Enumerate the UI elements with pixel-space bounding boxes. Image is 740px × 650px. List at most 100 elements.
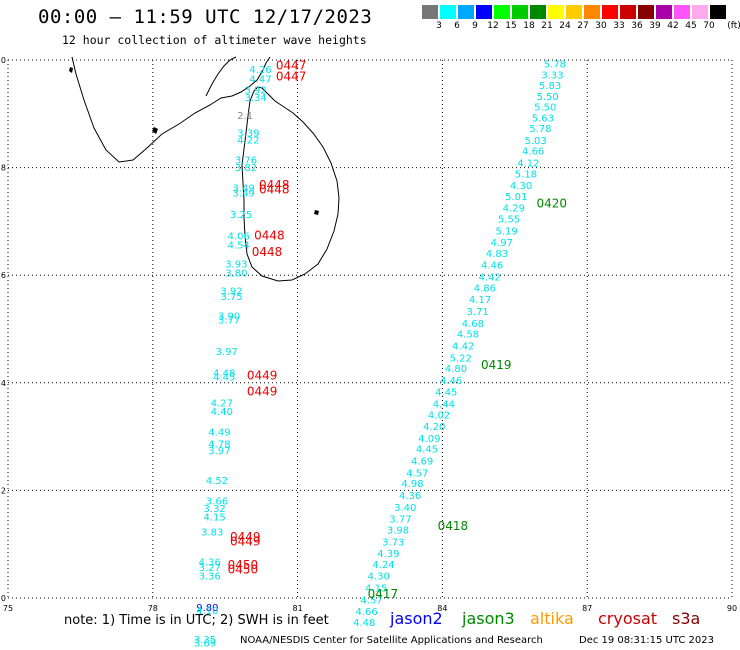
wave-height-label: 4.30 (368, 572, 390, 583)
wave-height-label: 3.92 (245, 85, 267, 96)
wave-height-label: 4.24 (372, 560, 394, 571)
pass-time-label: 0448 (254, 229, 285, 243)
wave-height-label: 3.71 (467, 307, 489, 318)
wave-height-label: 4.66 (356, 607, 378, 618)
wave-height-label: 4.45 (435, 388, 457, 399)
wave-height-label: 3.49 (232, 183, 254, 194)
x-tick-label: 81 (293, 604, 303, 613)
wave-height-label: 5.01 (505, 192, 527, 203)
wave-height-label: 3.34 (245, 93, 267, 104)
wave-height-label: 4.22 (237, 135, 259, 146)
wave-height-label: 3.77 (218, 316, 240, 327)
colorbar-swatch (584, 5, 600, 19)
colorbar-label: 39 (649, 21, 661, 31)
wave-height-label: 4.86 (474, 283, 496, 294)
wave-height-label: 4.48 (353, 618, 375, 629)
colorbar-label: 36 (631, 21, 643, 31)
wave-height-label: 4.45 (213, 373, 235, 384)
colorbar-label: 30 (595, 21, 607, 31)
wave-height-label: 4.68 (462, 319, 484, 330)
pass-time-label: 0449 (247, 369, 278, 383)
colorbar-swatch (710, 5, 726, 19)
legend-altika: altika (530, 609, 574, 628)
wave-height-label: 5.78 (529, 124, 551, 135)
wave-height-label: 3.83 (201, 528, 223, 539)
colorbar-label: 27 (577, 21, 589, 31)
wave-height-label: 4.45 (416, 445, 438, 456)
island-2 (69, 67, 73, 73)
wave-height-label: 4.54 (228, 240, 250, 251)
colorbar-label: 24 (559, 21, 571, 31)
wave-height-label: 3.32 (203, 504, 225, 515)
wave-height-label: 4.12 (517, 159, 539, 170)
y-tick-label: 0 (1, 594, 6, 603)
colorbar-label: 3 (436, 21, 442, 31)
wave-height-label: 4.44 (433, 400, 455, 411)
y-tick-label: 10 (0, 56, 6, 65)
wave-height-label: 4.15 (203, 513, 225, 524)
wave-height-label: 4.78 (208, 439, 230, 450)
wave-height-label: 9.80 (196, 603, 218, 614)
gulf-coast-detail (205, 56, 237, 97)
wave-height-label: 4.15 (365, 584, 387, 595)
wave-height-label: 4.66 (522, 147, 544, 158)
wave-height-label: 4.80 (445, 364, 467, 375)
legend-jason2: jason2 (390, 609, 443, 628)
y-tick-label: 8 (1, 164, 6, 173)
wave-height-label: 4.98 (401, 479, 423, 490)
wave-height-label: 3.49 (232, 189, 254, 200)
wave-height-label: 4.40 (211, 407, 233, 418)
wave-height-label: 4.46 (440, 376, 462, 387)
colorbar-swatch (476, 5, 492, 19)
wave-height-label: 3.75 (220, 292, 242, 303)
colorbar-swatch (566, 5, 582, 19)
wave-height-label: 5.18 (515, 169, 537, 180)
wave-height-label: 3.40 (394, 503, 416, 514)
wave-height-label: 5.03 (524, 136, 546, 147)
legend-cryosat: cryosat (598, 609, 658, 628)
pass-time-label: 0449 (247, 385, 278, 399)
pass-time-label: 0450 (228, 558, 259, 572)
colorbar-swatch (512, 5, 528, 19)
colorbar-swatch (692, 5, 708, 19)
wave-height-label: 3.66 (206, 496, 228, 507)
colorbar-label: 18 (523, 21, 535, 31)
colorbar-swatch (548, 5, 564, 19)
wave-height-label: 4.26 (249, 65, 271, 76)
pass-time-label: 0419 (481, 358, 512, 372)
wave-height-label: 3.35 (194, 635, 216, 646)
pass-time-label: 0447 (276, 69, 307, 83)
wave-height-label: 4.46 (481, 261, 503, 272)
y-tick-label: 6 (1, 271, 6, 280)
colorbar-label: 33 (613, 21, 625, 31)
wave-height-label: 4.58 (457, 330, 479, 341)
wave-height-label: 4.17 (469, 295, 491, 306)
colorbar-swatch (530, 5, 546, 19)
wave-height-label: 3.80 (225, 268, 247, 279)
map-grid (7, 59, 733, 599)
colorbar-label: 9 (472, 21, 478, 31)
x-tick-label: 78 (148, 604, 158, 613)
wave-height-label: 4.20 (423, 422, 445, 433)
wave-height-label: 3.93 (225, 260, 247, 271)
y-tick-label: 4 (1, 379, 6, 388)
pass-time-label: 0450 (228, 562, 259, 576)
wave-height-label: 3.90 (218, 311, 240, 322)
wave-height-label: 3.25 (230, 210, 252, 221)
x-tick-label: 87 (582, 604, 592, 613)
sri-lanka-coastline (241, 86, 340, 282)
pass-time-label: 0449 (230, 534, 261, 548)
island-1 (152, 127, 158, 134)
generation-timestamp: Dec 19 08:31:15 UTC 2023 (579, 635, 714, 646)
colorbar-swatch (440, 5, 456, 19)
wave-height-label: 4.69 (411, 457, 433, 468)
wave-height-label: 5.63 (532, 113, 554, 124)
wave-height-label: 3.33 (541, 70, 563, 81)
wave-height-label: 3.77 (389, 515, 411, 526)
wave-height-label: 4.57 (360, 595, 382, 606)
wave-height-label: 4.02 (428, 410, 450, 421)
wave-height-label: 3.97 (216, 347, 238, 358)
colorbar-label: 12 (487, 21, 499, 31)
altimeter-tracks: 4.264.473.923.342.13.394.223.763.823.493… (194, 59, 567, 650)
